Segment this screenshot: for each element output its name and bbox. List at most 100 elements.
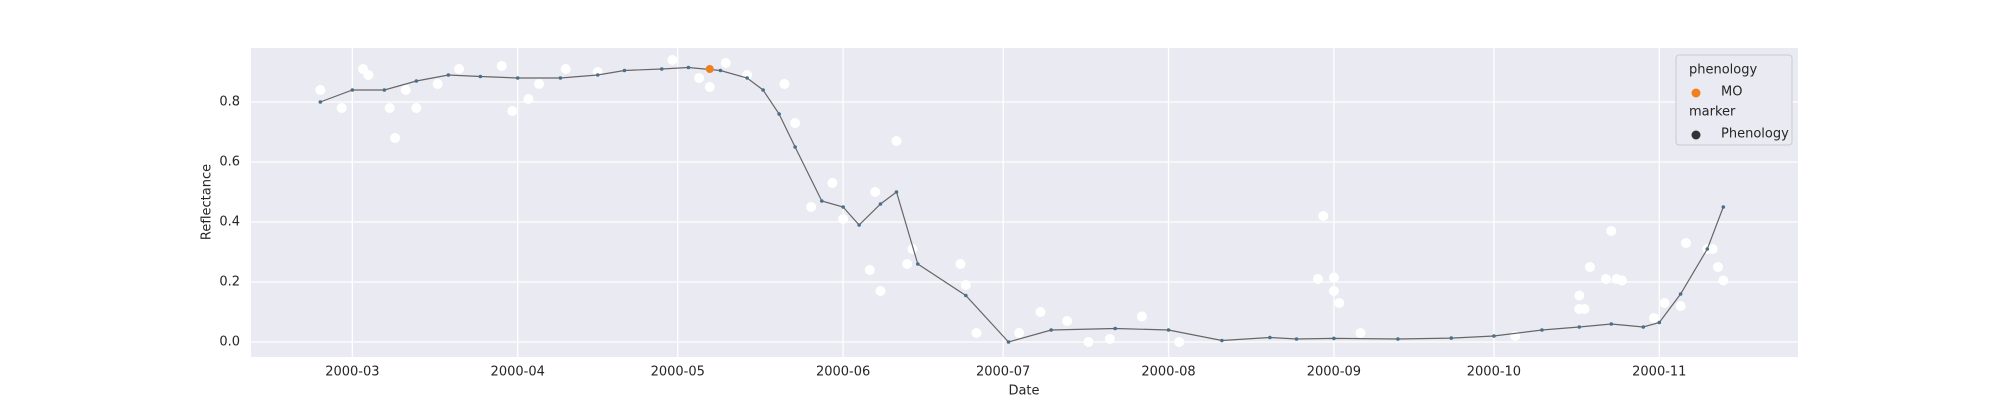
observation-point	[864, 265, 875, 275]
observation-point	[1579, 304, 1590, 314]
observation-point	[1174, 337, 1185, 347]
y-tick-label: 0.8	[219, 95, 240, 110]
y-tick-label: 0.6	[219, 155, 240, 170]
observation-point	[1136, 311, 1147, 322]
phenology-marker	[1540, 328, 1544, 332]
mo-point	[705, 65, 714, 73]
phenology-marker	[1678, 292, 1683, 296]
phenology-marker	[916, 262, 920, 266]
legend-marker	[1691, 88, 1701, 98]
legend-marker	[1691, 130, 1701, 140]
observation-point	[667, 55, 678, 65]
phenology-marker	[1294, 337, 1299, 341]
observation-point	[875, 286, 886, 296]
phenology-marker	[1492, 334, 1496, 338]
observation-point	[400, 85, 411, 95]
phenology-marker	[894, 190, 899, 194]
phenology-marker	[761, 88, 765, 92]
observation-point	[390, 133, 401, 143]
observation-point	[1675, 301, 1686, 311]
phenology-marker	[515, 76, 520, 80]
phenology-marker	[1268, 335, 1272, 340]
x-tick-label: 2000-11	[1632, 365, 1686, 380]
phenology-marker	[622, 68, 627, 73]
x-tick-label: 2000-05	[651, 365, 705, 380]
observation-point	[363, 70, 374, 80]
observation-point	[507, 106, 518, 116]
phenology-marker	[382, 88, 387, 92]
observation-point	[1648, 313, 1659, 323]
phenology-marker	[1449, 336, 1454, 340]
phenology-marker	[1049, 328, 1053, 332]
observation-point	[496, 61, 507, 71]
phenology-marker	[478, 74, 483, 79]
observation-point	[1355, 328, 1366, 338]
observation-point	[411, 103, 422, 113]
observation-point	[827, 178, 838, 188]
phenology-marker	[595, 73, 600, 77]
observation-point	[694, 73, 705, 83]
x-tick-label: 2000-10	[1467, 365, 1521, 380]
observation-point	[971, 328, 982, 338]
x-tick-label: 2000-07	[976, 365, 1030, 380]
phenology-marker	[686, 65, 691, 70]
x-tick-label: 2000-03	[325, 365, 379, 380]
phenology-marker	[1641, 325, 1646, 329]
phenology-marker	[1113, 326, 1117, 331]
observation-point	[454, 64, 465, 74]
observation-point	[1318, 211, 1329, 221]
y-tick-label: 0.4	[219, 215, 240, 230]
observation-point	[704, 82, 715, 92]
observation-point	[1062, 316, 1073, 326]
x-tick-label: 2000-06	[816, 365, 870, 380]
phenology-marker	[558, 76, 563, 80]
phenology-marker	[718, 68, 723, 73]
observation-point	[1680, 238, 1691, 248]
legend-label: Phenology	[1721, 127, 1789, 142]
observation-point	[1328, 272, 1339, 283]
observation-point	[902, 259, 913, 269]
observation-point	[315, 85, 326, 95]
phenology-marker	[1577, 325, 1582, 329]
observation-point	[1712, 262, 1723, 272]
plot-background	[251, 48, 1798, 357]
phenology-marker	[318, 100, 323, 104]
observation-point	[891, 136, 902, 146]
observation-point	[1334, 298, 1345, 308]
phenology-marker	[1006, 340, 1011, 344]
observation-point	[955, 259, 966, 269]
observation-point	[336, 103, 347, 113]
observation-point	[432, 79, 443, 89]
phenology-marker	[350, 88, 355, 92]
phenology-marker	[1332, 336, 1336, 341]
observation-point	[960, 280, 971, 290]
y-tick-label: 0.0	[219, 335, 240, 350]
x-axis-label: Date	[1008, 384, 1039, 399]
legend-label: MO	[1721, 85, 1742, 100]
observation-point	[1707, 244, 1718, 254]
observation-point	[1083, 337, 1094, 347]
observation-point	[779, 79, 790, 89]
observation-point	[523, 94, 534, 104]
phenology-marker	[1657, 320, 1662, 325]
observation-point	[1659, 298, 1670, 308]
phenology-marker	[964, 293, 968, 298]
observation-point	[907, 244, 918, 254]
observation-point	[1574, 290, 1585, 301]
observation-point	[720, 58, 731, 68]
phenology-marker	[414, 79, 419, 83]
observation-point	[838, 214, 849, 224]
observation-point	[1328, 286, 1339, 296]
phenology-marker	[857, 223, 861, 227]
phenology-marker	[1396, 337, 1400, 341]
observation-point	[560, 64, 571, 74]
x-tick-label: 2000-04	[491, 365, 545, 380]
observation-point	[1600, 274, 1611, 284]
phenology-marker	[659, 67, 664, 71]
observation-point	[1312, 274, 1323, 284]
observation-point	[1584, 262, 1595, 272]
observation-point	[1104, 334, 1115, 344]
x-tick-label: 2000-08	[1141, 365, 1195, 380]
phenology-marker	[878, 202, 883, 206]
observation-point	[1014, 328, 1025, 338]
